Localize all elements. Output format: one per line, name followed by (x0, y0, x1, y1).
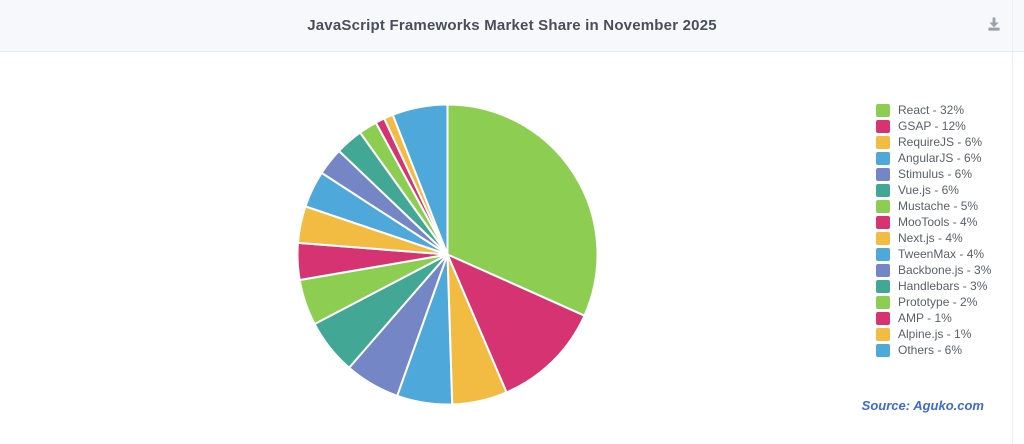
legend-swatch (876, 199, 890, 213)
legend-item-vue-js[interactable]: Vue.js - 6% (876, 182, 991, 198)
legend-label: Vue.js - 6% (898, 183, 959, 197)
legend-label: Backbone.js - 3% (898, 263, 992, 277)
legend-item-backbone-js[interactable]: Backbone.js - 3% (876, 262, 991, 278)
pie-slice-gsap[interactable] (446, 253, 586, 394)
legend-swatch (876, 119, 890, 133)
legend-swatch (876, 263, 890, 277)
legend-item-angularjs[interactable]: AngularJS - 6% (876, 150, 991, 166)
legend-label: Prototype - 2% (898, 295, 978, 309)
legend-swatch (876, 295, 890, 309)
download-button[interactable] (980, 12, 1008, 40)
legend-item-next-js[interactable]: Next.js - 4% (876, 230, 991, 246)
legend-label: React - 32% (898, 103, 965, 117)
legend-label: AMP - 1% (898, 311, 952, 325)
legend-item-mustache[interactable]: Mustache - 5% (876, 198, 991, 214)
legend-swatch (876, 135, 890, 149)
pie-svg[interactable] (294, 101, 601, 408)
download-icon (985, 15, 1003, 36)
source-credit[interactable]: Source: Aguko.com (861, 398, 984, 413)
legend-label: Others - 6% (898, 343, 963, 357)
legend-swatch (876, 279, 890, 293)
legend-swatch (876, 215, 890, 229)
pie-slice-react[interactable] (446, 103, 599, 317)
legend-item-amp[interactable]: AMP - 1% (876, 310, 991, 326)
right-edge-divider (1012, 0, 1013, 444)
legend-item-prototype[interactable]: Prototype - 2% (876, 294, 991, 310)
pie-chart[interactable] (294, 101, 601, 408)
legend-item-tweenmax[interactable]: TweenMax - 4% (876, 246, 991, 262)
legend-label: AngularJS - 6% (898, 151, 982, 165)
legend-swatch (876, 151, 890, 165)
legend-label: RequireJS - 6% (898, 135, 983, 149)
legend-label: Stimulus - 6% (898, 167, 973, 181)
legend-swatch (876, 327, 890, 341)
legend-label: Alpine.js - 1% (898, 327, 972, 341)
legend: React - 32% GSAP - 12% RequireJS - 6% Angul… (876, 102, 991, 358)
legend-label: GSAP - 12% (898, 119, 966, 133)
legend-swatch (876, 247, 890, 261)
chart-header: JavaScript Frameworks Market Share in No… (0, 0, 1024, 52)
legend-swatch (876, 103, 890, 117)
legend-item-alpine-js[interactable]: Alpine.js - 1% (876, 326, 991, 342)
legend-swatch (876, 167, 890, 181)
legend-swatch (876, 231, 890, 245)
legend-item-others[interactable]: Others - 6% (876, 342, 991, 358)
legend-item-requirejs[interactable]: RequireJS - 6% (876, 134, 991, 150)
legend-item-handlebars[interactable]: Handlebars - 3% (876, 278, 991, 294)
legend-item-stimulus[interactable]: Stimulus - 6% (876, 166, 991, 182)
legend-item-gsap[interactable]: GSAP - 12% (876, 118, 991, 134)
chart-title: JavaScript Frameworks Market Share in No… (307, 17, 717, 34)
legend-item-mootools[interactable]: MooTools - 4% (876, 214, 991, 230)
legend-label: Mustache - 5% (898, 199, 979, 213)
legend-label: TweenMax - 4% (898, 247, 985, 261)
legend-label: MooTools - 4% (898, 215, 978, 229)
legend-item-react[interactable]: React - 32% (876, 102, 991, 118)
legend-swatch (876, 343, 890, 357)
legend-swatch (876, 183, 890, 197)
pie-slice-others[interactable] (391, 103, 449, 256)
legend-swatch (876, 311, 890, 325)
legend-label: Handlebars - 3% (898, 279, 988, 293)
legend-label: Next.js - 4% (898, 231, 963, 245)
